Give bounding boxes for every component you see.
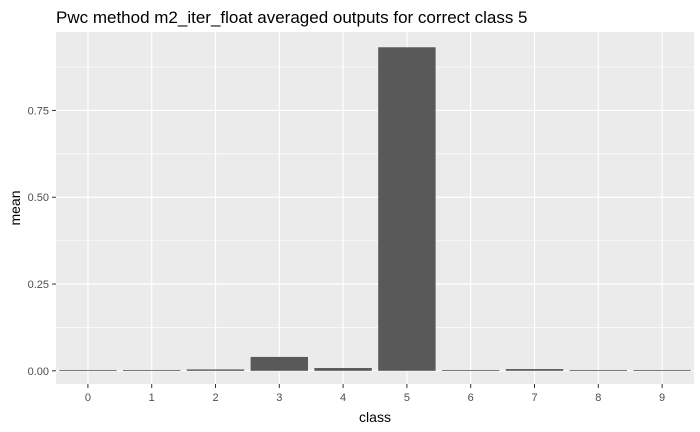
x-axis-title: class (359, 409, 391, 425)
bars (59, 47, 691, 371)
x-tick-label: 9 (659, 392, 665, 404)
bar-class-8 (569, 370, 628, 371)
y-tick-label: 0.50 (28, 192, 49, 204)
bar-class-7 (505, 369, 564, 371)
y-tick-label: 0.00 (28, 366, 49, 378)
bar-class-9 (633, 370, 691, 371)
bar-class-0 (59, 370, 117, 371)
bar-class-1 (122, 370, 181, 371)
x-tick-label: 5 (404, 392, 410, 404)
bar-class-5 (378, 47, 436, 371)
x-tick-label: 1 (149, 392, 155, 404)
bar-class-4 (314, 368, 372, 371)
x-tick-label: 7 (531, 392, 537, 404)
bar-class-3 (250, 356, 309, 371)
chart-title: Pwc method m2_iter_float averaged output… (56, 8, 528, 27)
x-tick-label: 0 (85, 392, 91, 404)
y-axis-title: mean (7, 190, 23, 225)
x-axis: 0 1 2 3 4 5 6 7 8 9 (85, 384, 665, 404)
x-tick-label: 6 (468, 392, 474, 404)
bar-class-2 (186, 369, 245, 371)
x-tick-label: 2 (212, 392, 218, 404)
x-tick-label: 4 (340, 392, 346, 404)
y-axis: 0.00 0.25 0.50 0.75 (28, 105, 56, 378)
bar-class-6 (441, 370, 500, 371)
y-tick-label: 0.75 (28, 105, 49, 117)
x-tick-label: 3 (276, 392, 282, 404)
y-tick-label: 0.25 (28, 279, 49, 291)
x-tick-label: 8 (595, 392, 601, 404)
plot-panel (56, 32, 694, 384)
